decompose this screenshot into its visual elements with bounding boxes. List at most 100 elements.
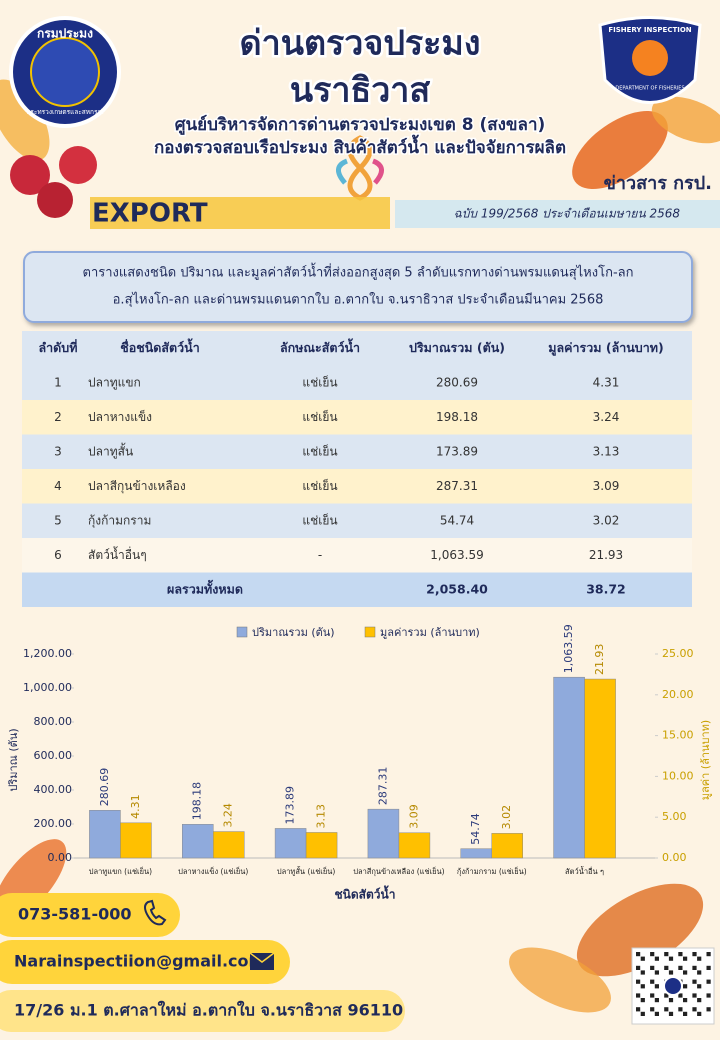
export-label: EXPORT (92, 199, 208, 229)
table-total: 38.72 (586, 581, 626, 596)
qr-cell (668, 956, 674, 961)
qr-cell (640, 956, 645, 961)
qr-cell (668, 970, 674, 975)
legend-label: มูลค่ารวม (ล้านบาท) (380, 626, 480, 639)
qr-cell (692, 979, 697, 984)
qr-cell (664, 952, 669, 957)
table-cell: 6 (54, 548, 62, 562)
table-cell: 5 (54, 513, 62, 527)
logo-text: กรมประมง (37, 27, 93, 41)
logo-text: FISHERY INSPECTION (608, 26, 691, 34)
table-cell: 3.09 (593, 479, 620, 493)
qr-cell (678, 1007, 683, 1012)
logo-right: FISHERY INSPECTION DEPARTMENT OF FISHERI… (598, 16, 702, 104)
qr-cell (636, 979, 641, 984)
qr-cell (692, 993, 697, 998)
y-tick-label: 400.00 (34, 783, 73, 796)
mail-icon (249, 952, 275, 970)
table-total: 2,058.40 (426, 581, 488, 596)
x-tick-label: กุ้งก้ามกราม (แช่เย็น) (457, 866, 527, 876)
qr-cell (654, 956, 659, 961)
table-cell: กุ้งก้ามกราม (88, 513, 151, 528)
y-tick-label: 1,200.00 (23, 647, 72, 660)
y2-tick-label: 0.00 (662, 851, 687, 864)
table-total-bg (22, 572, 692, 607)
qr-cell (683, 956, 688, 961)
table-cell: 1,063.59 (430, 548, 483, 562)
table-cell: ปลาหางแข็ง (88, 409, 152, 424)
chart: 0.00 200.00 400.00 600.00 800.00 1,000.00 1,20… (7, 624, 712, 901)
value-label: 4.31 (129, 794, 142, 819)
x-axis-label: ชนิดสัตว์น้ำ (335, 885, 396, 902)
qr-cell (654, 998, 659, 1003)
caption-box (23, 251, 693, 323)
value-label: 3.09 (407, 804, 420, 829)
qr-cell (636, 993, 641, 998)
logo-left: กรมประมง กระทรวงเกษตรและสหกรณ์ (9, 16, 121, 128)
qr-cell (654, 1011, 659, 1016)
y2-tick-label: 25.00 (662, 647, 694, 660)
qr-cell (636, 965, 641, 970)
x-tick-label: ปลาทูสั้น (แช่เย็น) (277, 866, 336, 876)
export-band (90, 197, 390, 229)
logo-text: DEPARTMENT OF FISHERIES (615, 86, 684, 92)
y2-tick-label: 10.00 (662, 769, 694, 782)
qr-cell (697, 970, 702, 975)
qr-cell (636, 952, 641, 957)
table-cell: 4.31 (593, 375, 620, 389)
qr-cell (706, 979, 711, 984)
subtitle: กองตรวจสอบเรือประมง สินค้าสัตว์น้ำ และปั… (154, 134, 566, 158)
value-label: 3.24 (222, 803, 235, 828)
table-header-bg (22, 331, 692, 366)
issue-band (395, 200, 720, 228)
title: ด่านตรวจประมง (240, 24, 481, 64)
table-row-bg (22, 434, 692, 469)
value-label: 287.31 (376, 767, 389, 806)
table-cell: 2 (54, 410, 62, 424)
y2-axis-label: มูลค่า (ล้านบาท) (699, 720, 712, 800)
table-header: ลำดับที่ (39, 339, 78, 355)
legend-swatch (364, 626, 376, 638)
qr-cell (706, 993, 711, 998)
x-tick-label: ปลาทูแขก (แช่เย็น) (89, 866, 152, 876)
bar (274, 828, 307, 859)
qr-cell (640, 998, 645, 1003)
bar (491, 833, 523, 859)
table-cell: สัตว์น้ำอื่นๆ (88, 546, 147, 562)
table-cell: 287.31 (436, 479, 478, 493)
issue: ฉบับ 199/2568 ประจำเดือนเมษายน 2568 (454, 207, 681, 221)
bar (213, 831, 245, 859)
qr-cell (664, 965, 669, 970)
qr-cell (640, 984, 645, 989)
table-cell: 3.13 (593, 444, 620, 458)
caption: ตารางแสดงชนิด ปริมาณ และมูลค่าสัตว์น้ำที… (83, 263, 634, 281)
qr-cell (678, 993, 683, 998)
y-tick-label: 1,000.00 (23, 681, 72, 694)
table-cell: 173.89 (436, 444, 478, 458)
table-cell: แช่เย็น (302, 374, 337, 389)
qr-cell (640, 970, 645, 975)
table-cell: 3.02 (593, 513, 620, 527)
table-cell: - (318, 548, 322, 562)
qr-cell (697, 984, 702, 989)
value-label: 198.18 (191, 782, 204, 821)
table-row-bg (22, 365, 692, 400)
value-label: 3.02 (500, 805, 513, 830)
table-cell: 280.69 (436, 375, 478, 389)
qr-cell (692, 952, 697, 957)
table-cell: แช่เย็น (302, 443, 337, 458)
qr-cell (650, 952, 655, 957)
y2-tick-label: 15.00 (662, 729, 694, 742)
value-label: 173.89 (284, 786, 297, 825)
qr-logo (663, 976, 683, 996)
qr-cell (668, 998, 674, 1003)
qr-cell (706, 1007, 711, 1012)
qr-cell (706, 965, 711, 970)
y2-tick-label: 5.00 (662, 810, 687, 823)
table-cell: แช่เย็น (302, 409, 337, 424)
qr-cell (697, 956, 702, 961)
bar (120, 822, 152, 859)
logo-text: กระทรวงเกษตรและสหกรณ์ (26, 108, 103, 116)
qr-cell (650, 979, 655, 984)
